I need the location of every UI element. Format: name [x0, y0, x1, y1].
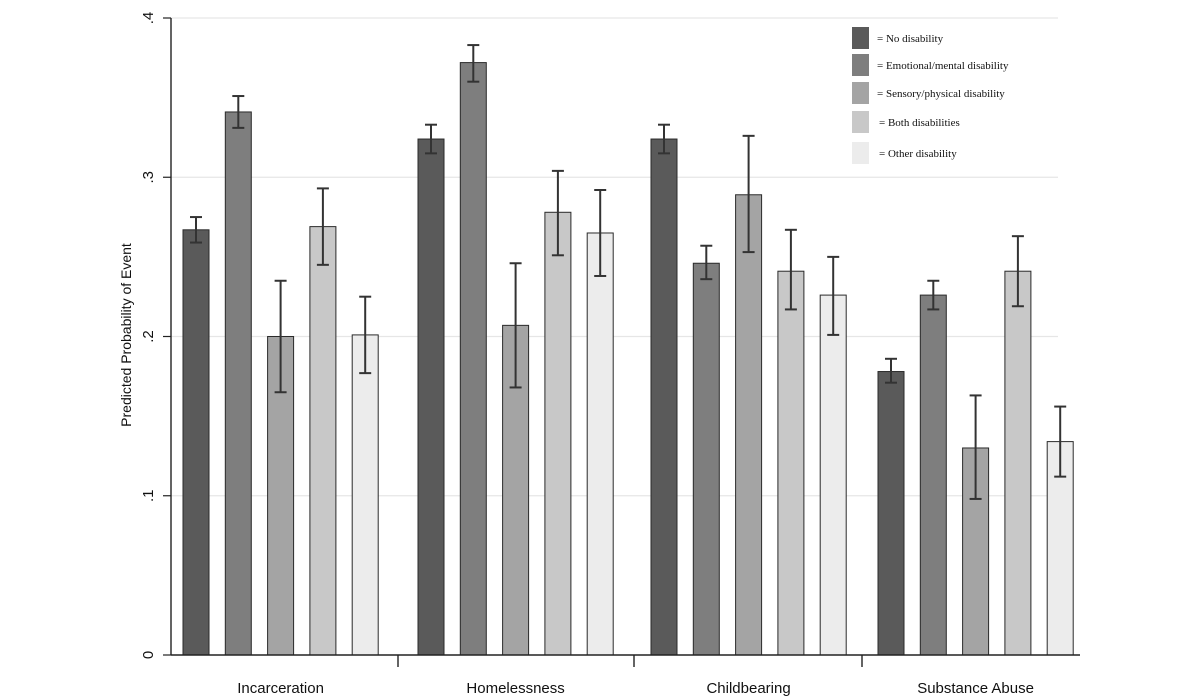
bar [1004, 270, 1032, 656]
legend-swatch [852, 142, 869, 164]
x-category-label: Incarceration [237, 680, 324, 696]
bar [459, 62, 487, 656]
y-tick-label: 0 [140, 651, 157, 659]
error-bars [190, 44, 1067, 500]
bar [735, 194, 763, 656]
bar [919, 294, 947, 656]
legend-label: = Both disabilities [879, 117, 960, 129]
y-tick-label: .1 [140, 489, 157, 502]
y-axis-label: Predicted Probability of Event [118, 243, 134, 427]
legend: = No disability = Emotional/mental disabi… [852, 27, 1009, 164]
legend-swatch [852, 27, 869, 49]
bar [586, 232, 614, 656]
legend-label: = Sensory/physical disability [877, 88, 1005, 100]
bar [224, 111, 252, 656]
legend-label: = No disability [877, 33, 944, 45]
bar [819, 294, 847, 656]
legend-swatch [852, 54, 869, 76]
legend-swatch [852, 111, 869, 133]
x-category-label: Substance Abuse [917, 680, 1034, 696]
axes: 0 .1 .2 .3 .4 Incarceration Homelessness Childb… [140, 12, 1080, 696]
y-tick-label: .4 [140, 12, 157, 25]
bar [182, 229, 210, 656]
x-category-label: Childbearing [706, 680, 790, 696]
bar [777, 270, 805, 656]
y-tick-label: .3 [140, 171, 157, 184]
bar [417, 138, 445, 656]
bar [692, 262, 720, 656]
bar [351, 334, 379, 656]
legend-label: = Emotional/mental disability [877, 60, 1009, 72]
bar [650, 138, 678, 656]
y-tick-label: .2 [140, 330, 157, 343]
legend-swatch [852, 82, 869, 104]
bar [877, 371, 905, 656]
bar [544, 211, 572, 656]
x-category-label: Homelessness [466, 680, 564, 696]
bar [309, 226, 337, 656]
legend-label: = Other disability [879, 148, 957, 160]
